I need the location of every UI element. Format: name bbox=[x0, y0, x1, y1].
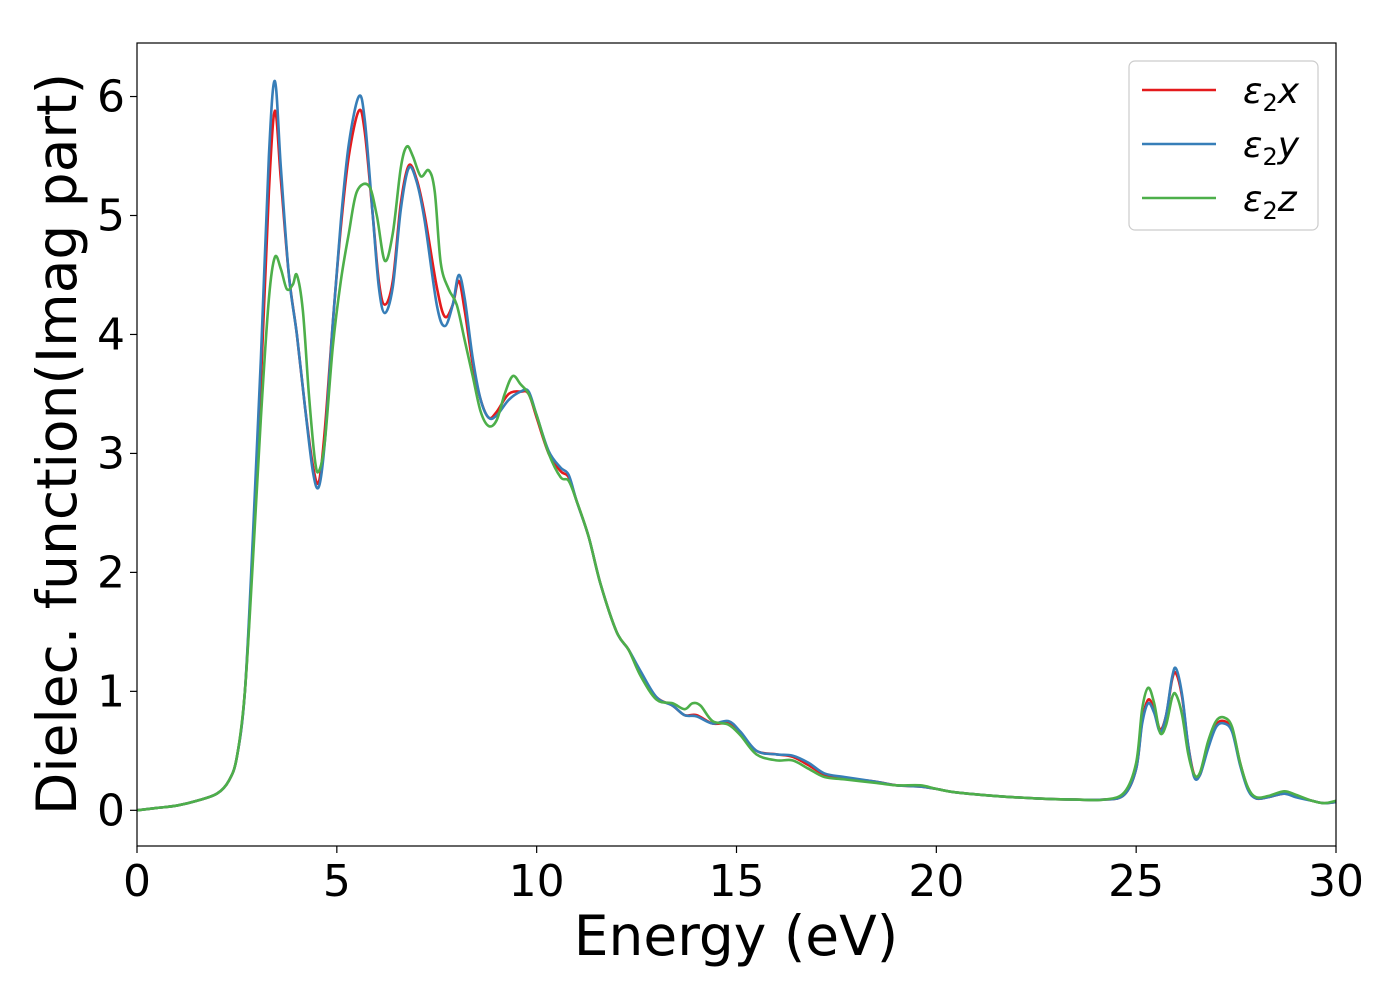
series-line-z bbox=[136, 144, 1337, 812]
y-tick-label: 0 bbox=[97, 785, 125, 836]
x-axis-label: Energy (eV) bbox=[574, 904, 898, 968]
y-tick-label: 1 bbox=[97, 666, 125, 717]
y-axis-label: Dielec. function(Imag part) bbox=[25, 73, 89, 815]
y-axis: 0 1 2 3 4 5 6 bbox=[97, 72, 137, 836]
legend-label-y: ε2y bbox=[1243, 125, 1300, 171]
legend-label-z: ε2z bbox=[1243, 179, 1298, 225]
y-tick-label: 4 bbox=[97, 309, 125, 360]
x-tick-label: 0 bbox=[123, 856, 151, 907]
legend-box bbox=[1128, 60, 1319, 231]
y-tick-label: 6 bbox=[97, 72, 125, 123]
plot-lines bbox=[136, 79, 1337, 812]
legend-label-x: ε2x bbox=[1243, 71, 1300, 117]
y-tick-label: 5 bbox=[97, 190, 125, 241]
x-tick-label: 20 bbox=[908, 856, 964, 907]
x-tick-label: 25 bbox=[1108, 856, 1164, 907]
x-tick-label: 10 bbox=[509, 856, 565, 907]
y-tick-label: 2 bbox=[97, 547, 125, 598]
x-axis: 0 5 10 15 20 25 30 bbox=[123, 846, 1364, 907]
x-tick-label: 5 bbox=[323, 856, 351, 907]
x-tick-label: 30 bbox=[1308, 856, 1364, 907]
y-tick-label: 3 bbox=[97, 428, 125, 479]
legend: ε2x ε2y ε2z bbox=[1128, 60, 1319, 231]
x-tick-label: 15 bbox=[709, 856, 765, 907]
